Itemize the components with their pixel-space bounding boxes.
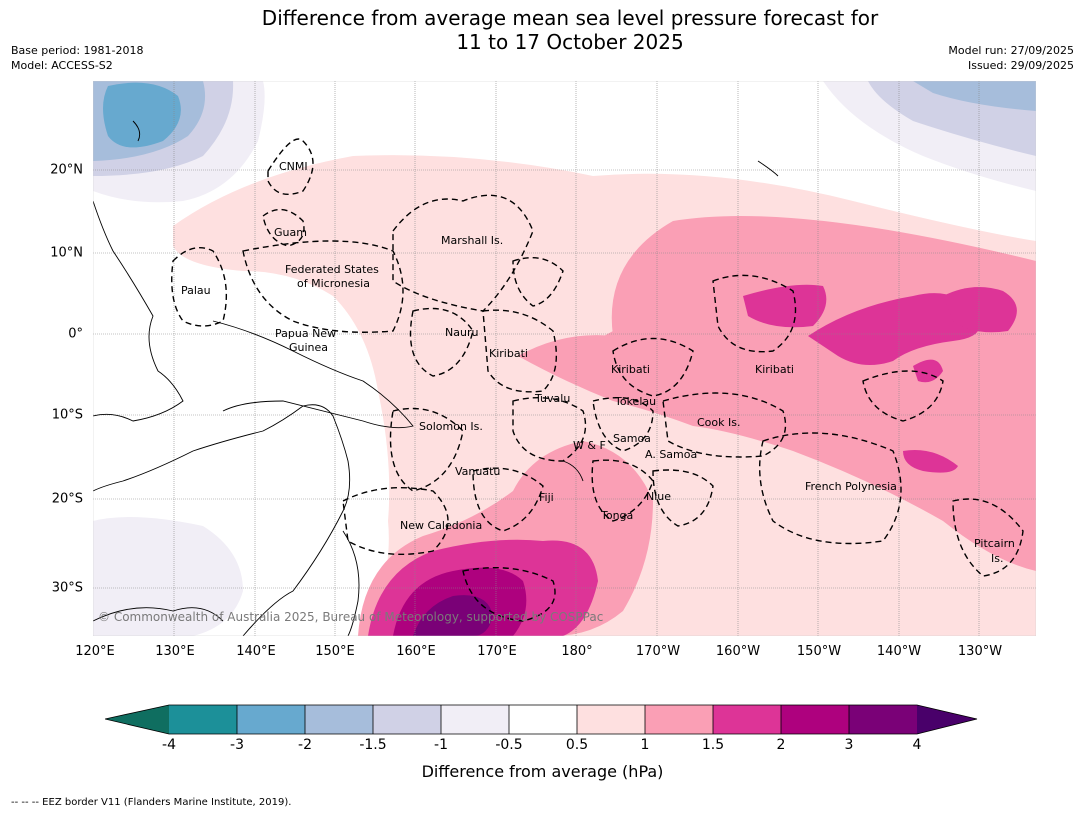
- coastlines: [93, 120, 779, 636]
- lat-label: 0°: [68, 326, 83, 342]
- place-french-polynesia: French Polynesia: [805, 480, 897, 493]
- chart-title: Difference from average mean sea level p…: [0, 6, 1085, 54]
- cbar-seg: [169, 705, 237, 734]
- place-niue: Niue: [646, 490, 671, 503]
- cbar-tick: -1.5: [359, 737, 387, 753]
- cbar-tick: 0.5: [565, 737, 589, 753]
- cbar-seg: [441, 705, 509, 734]
- cbar-seg: [713, 705, 781, 734]
- place-png-2: Guinea: [289, 341, 328, 354]
- footnote: -- -- -- EEZ border V11 (Flanders Marine…: [11, 797, 292, 808]
- lon-label: 120°E: [75, 644, 115, 659]
- graticule: [93, 81, 1036, 636]
- lon-label: 170°E: [477, 644, 517, 659]
- colorbar: [105, 704, 978, 735]
- issued-date: Issued: 29/09/2025: [967, 59, 1074, 72]
- place-kiribati-c: Kiribati: [611, 363, 650, 376]
- cbar-seg: [781, 705, 849, 734]
- place-cnmi: CNMI: [279, 160, 308, 173]
- place-kiribati-e: Kiribati: [755, 363, 794, 376]
- place-tonga: Tonga: [600, 509, 633, 522]
- cbar-tick: 2: [776, 737, 786, 753]
- lon-label: 160°E: [396, 644, 436, 659]
- colorbar-title: Difference from average (hPa): [421, 762, 664, 781]
- cbar-tick: -4: [162, 737, 176, 753]
- copyright-notice: © Commonwealth of Australia 2025, Bureau…: [98, 610, 603, 624]
- cbar-tick: 3: [844, 737, 854, 753]
- meta-right: Model run: 27/09/2025 Issued: 29/09/2025: [948, 43, 1074, 73]
- place-kiribati-w: Kiribati: [489, 347, 528, 360]
- place-fsm-2: of Micronesia: [297, 277, 370, 290]
- cbar-tick: -0.5: [495, 737, 523, 753]
- cbar-seg: [645, 705, 713, 734]
- lon-label: 160°W: [715, 644, 761, 659]
- cbar-seg: [577, 705, 645, 734]
- lon-label: 170°W: [635, 644, 681, 659]
- place-pitcairn-1: Pitcairn: [974, 537, 1015, 550]
- place-fsm-1: Federated States: [285, 263, 379, 276]
- place-vanuatu: Vanuatu: [455, 465, 500, 478]
- place-wf: W & F: [573, 439, 606, 452]
- lat-label: 20°N: [50, 162, 83, 178]
- meta-left: Base period: 1981-2018 Model: ACCESS-S2: [11, 43, 143, 73]
- cbar-tick: -1: [434, 737, 448, 753]
- model-run: Model run: 27/09/2025: [948, 44, 1074, 57]
- pressure-anomaly-map: CNMI Guam Marshall Is. Federated States …: [93, 81, 1036, 636]
- lon-label: 150°W: [796, 644, 842, 659]
- place-samoa: Samoa: [613, 432, 651, 445]
- title-line-1: Difference from average mean sea level p…: [261, 6, 879, 30]
- place-palau: Palau: [181, 284, 211, 297]
- place-labels: CNMI Guam Marshall Is. Federated States …: [181, 160, 1015, 565]
- place-new-caledonia: New Caledonia: [400, 519, 482, 532]
- lat-label: 10°N: [50, 245, 83, 261]
- lat-label: 10°S: [51, 407, 83, 423]
- lon-label: 180°: [561, 644, 593, 659]
- lon-label: 130°W: [957, 644, 1003, 659]
- model-name: Model: ACCESS-S2: [11, 59, 113, 72]
- place-asamoa: A. Samoa: [645, 448, 697, 461]
- place-nauru: Nauru: [445, 326, 478, 339]
- cbar-seg: [305, 705, 373, 734]
- cbar-seg: [373, 705, 441, 734]
- cbar-tick: -3: [230, 737, 244, 753]
- place-cook: Cook Is.: [697, 416, 740, 429]
- lon-label: 150°E: [315, 644, 355, 659]
- place-png-1: Papua New: [275, 327, 336, 340]
- lon-label: 130°E: [155, 644, 195, 659]
- place-tokelau: Tokelau: [614, 395, 656, 408]
- lon-label: 140°E: [236, 644, 276, 659]
- cbar-seg: [849, 705, 917, 734]
- cbar-tick: -2: [298, 737, 312, 753]
- lat-label: 30°S: [51, 580, 83, 596]
- title-line-2: 11 to 17 October 2025: [456, 30, 684, 54]
- cbar-seg: [509, 705, 577, 734]
- place-pitcairn-2: Is.: [991, 552, 1003, 565]
- lat-label: 20°S: [51, 491, 83, 507]
- place-marshall: Marshall Is.: [441, 234, 503, 247]
- cbar-min-triangle: [105, 705, 169, 734]
- base-period: Base period: 1981-2018: [11, 44, 144, 57]
- place-fiji: Fiji: [539, 491, 554, 504]
- place-tuvalu: Tuvalu: [534, 392, 570, 405]
- place-solomon: Solomon Is.: [419, 420, 483, 433]
- cbar-max-triangle: [917, 705, 977, 734]
- cbar-tick: 1.5: [701, 737, 725, 753]
- lon-label: 140°W: [876, 644, 922, 659]
- cbar-seg: [237, 705, 305, 734]
- cbar-tick: 1: [640, 737, 650, 753]
- place-guam: Guam: [274, 226, 307, 239]
- cbar-tick: 4: [912, 737, 922, 753]
- eez-borders: [171, 138, 1024, 622]
